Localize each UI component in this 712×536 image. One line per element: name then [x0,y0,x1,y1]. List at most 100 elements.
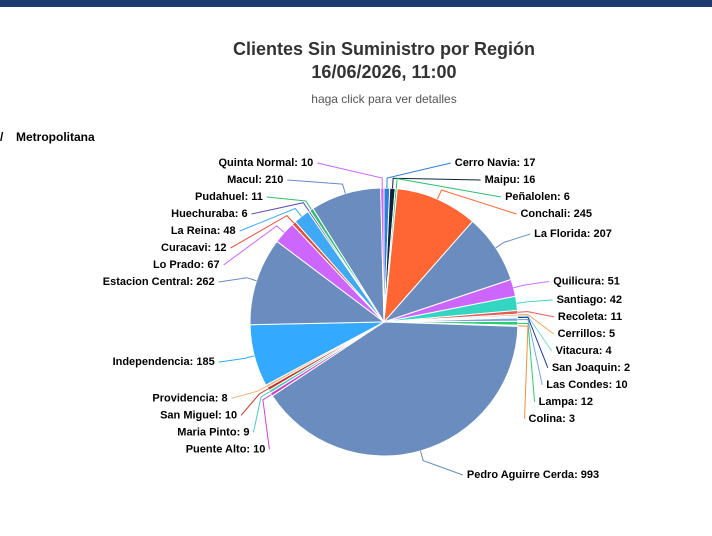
label-value: 6 [564,191,570,203]
label-sep: : [587,228,594,240]
data-label: Peñalolen: 6 [505,191,570,203]
label-name: Santiago [557,294,604,306]
connector [517,322,536,402]
label-name: Conchali [520,208,566,220]
pie-slice[interactable] [249,240,386,326]
label-name: La Florida [534,228,587,240]
data-label: Colina: 3 [529,413,575,425]
data-label: Recoleta: 11 [558,311,622,323]
connector [517,318,543,385]
label-name: Providencia [152,392,215,404]
label-sep: : [258,174,265,186]
label-sep: : [567,208,574,220]
data-label: Santiago: 42 [557,294,622,306]
connector [240,388,269,416]
label-value: 4 [606,345,613,357]
label-sep: : [190,276,197,288]
label-value: 8 [222,392,228,404]
label-value: 12 [581,396,593,408]
label-sep: : [218,409,225,421]
connector [395,178,502,198]
label-name: Puente Alto [186,443,247,455]
label-sep: : [617,362,624,374]
connector [517,325,529,419]
label-name: Lo Prado [153,259,201,271]
data-label: Pudahuel: 11 [195,191,263,203]
chart-subtitle: haga click para ver detalles [311,92,456,106]
connector [252,391,270,433]
data-label: Cerrillos: 5 [558,328,616,340]
connector [516,299,553,304]
connector [517,311,555,318]
label-sep: : [294,157,301,169]
connector [251,202,310,215]
label-name: Maria Pinto [177,426,237,438]
label-value: 207 [593,228,611,240]
label-sep: : [601,275,608,287]
label-value: 42 [610,294,622,306]
data-label: Estacion Central: 262 [103,276,215,288]
connector [517,313,554,335]
data-label: Providencia: 8 [152,392,227,404]
label-value: 6 [241,208,247,220]
label-name: Maipu [485,174,517,186]
connector [262,394,272,450]
label-value: 185 [196,356,214,368]
connector [218,355,255,363]
data-label: La Reina: 48 [171,225,236,237]
data-label: San Joaquin: 2 [552,362,630,374]
label-sep: : [604,311,611,323]
label-value: 5 [609,328,615,340]
label-name: Independencia [113,356,191,368]
data-label: Conchali: 245 [520,208,592,220]
label-sep: : [235,208,242,220]
label-name: San Joaquin [552,362,618,374]
label-sep: : [574,396,581,408]
label-value: 48 [223,225,235,237]
connector [495,233,531,249]
label-name: Recoleta [558,311,605,323]
data-label: Quinta Normal: 10 [219,157,314,169]
data-label: Las Condes: 10 [546,379,627,391]
label-value: 2 [624,362,630,374]
connector [392,177,481,189]
connector [517,315,553,352]
label-name: Quinta Normal [219,157,295,169]
connector [266,196,312,210]
label-value: 10 [253,443,265,455]
data-label: Maria Pinto: 9 [177,426,249,438]
label-name: San Miguel [160,409,218,421]
label-sep: : [201,259,208,271]
data-label: Cerro Navia: 17 [455,157,536,169]
data-label: Vitacura: 4 [556,345,613,357]
label-value: 245 [574,208,592,220]
label-value: 16 [523,174,535,186]
label-name: Peñalolen [505,191,557,203]
data-label: Pedro Aguirre Cerda: 993 [467,469,599,481]
label-sep: : [599,345,606,357]
label-sep: : [245,191,252,203]
connector [437,189,517,215]
label-sep: : [609,379,616,391]
label-value: 10 [615,379,627,391]
connector [218,277,257,283]
label-value: 3 [569,413,575,425]
label-value: 9 [243,426,249,438]
label-name: Cerro Navia [455,157,518,169]
top-bar [0,0,712,7]
connector [239,207,302,232]
label-value: 10 [225,409,237,421]
data-label: San Miguel: 10 [160,409,237,421]
label-value: 11 [611,311,623,323]
data-label: Puente Alto: 10 [186,443,266,455]
connector [317,162,383,189]
connector [223,225,285,266]
label-sep: : [562,413,569,425]
breadcrumb[interactable]: Metropolitana [16,130,95,144]
pie-slice[interactable] [383,188,474,324]
label-sep: : [517,157,524,169]
label-sep: : [574,469,581,481]
connector [517,316,549,369]
label-name: Estacion Central [103,276,190,288]
label-value: 10 [301,157,313,169]
